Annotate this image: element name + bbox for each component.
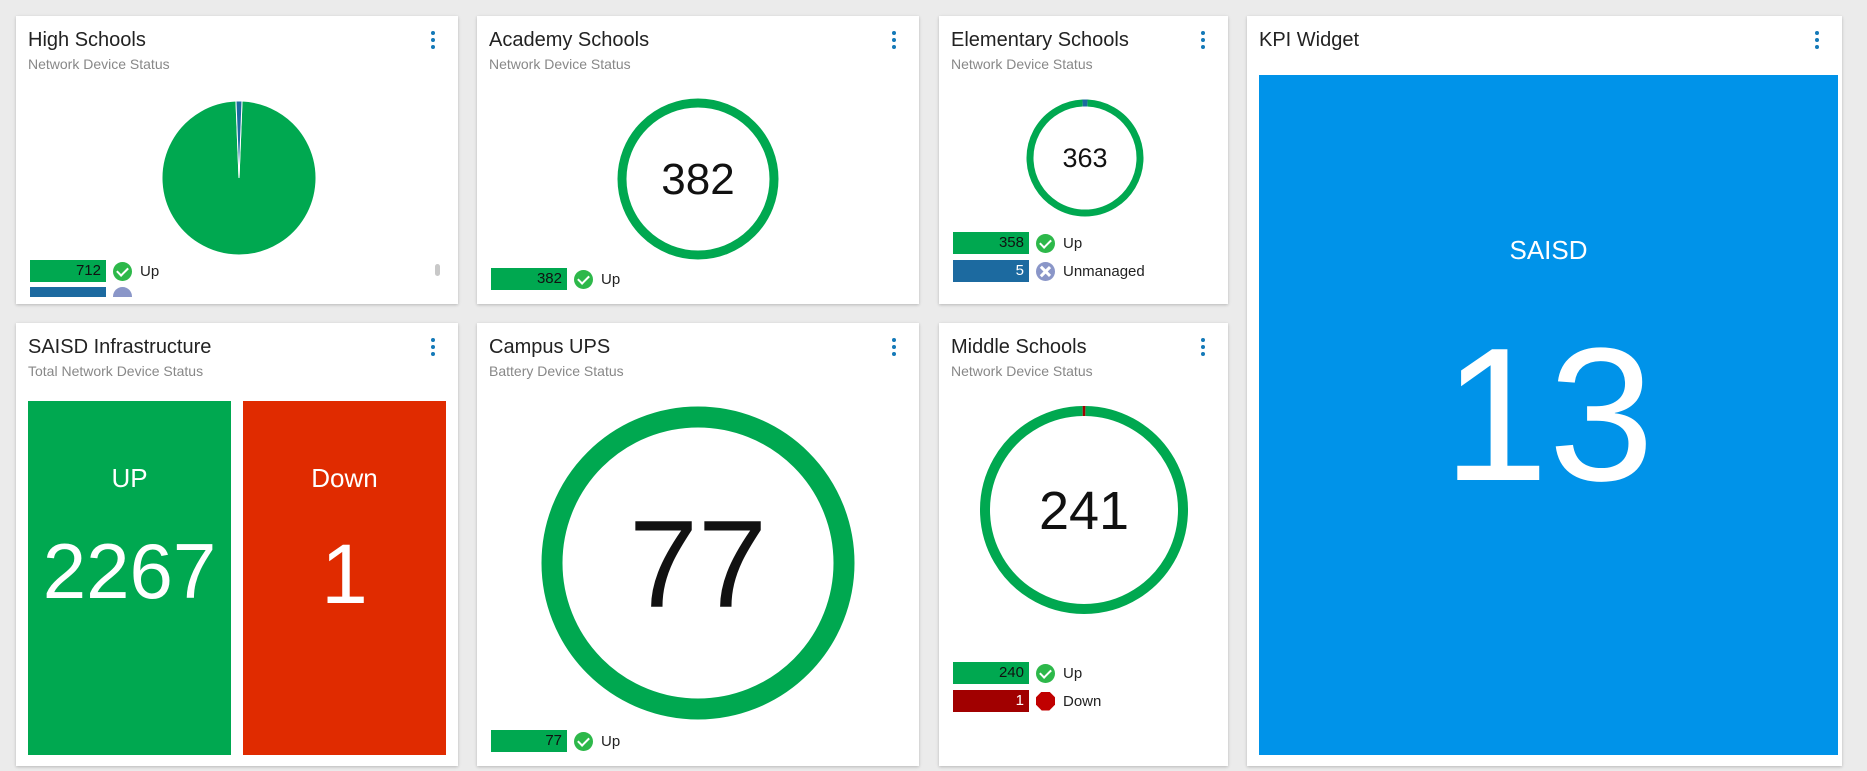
- widget-title: SAISD Infrastructure: [28, 336, 212, 358]
- legend-row-up: 77 Up: [491, 730, 620, 752]
- check-circle-icon: [1036, 233, 1055, 253]
- status-tile-up[interactable]: UP 2267: [28, 401, 231, 755]
- donut-total: 77: [629, 496, 767, 634]
- widget-subtitle: Network Device Status: [951, 363, 1093, 379]
- legend-up-label: Up: [601, 732, 621, 750]
- widget-saisd-infrastructure: SAISD Infrastructure Total Network Devic…: [16, 323, 458, 766]
- widget-title: High Schools: [28, 29, 146, 51]
- status-tile-down[interactable]: Down 1: [243, 401, 446, 755]
- legend-up-label: Up: [1063, 664, 1083, 682]
- legend-down-label: Down: [1063, 692, 1102, 710]
- middle-schools-donut-chart: 241: [980, 406, 1188, 614]
- widget-subtitle: Network Device Status: [489, 56, 631, 72]
- kpi-label: SAISD: [1509, 235, 1588, 265]
- kpi-tile[interactable]: SAISD 13: [1259, 75, 1838, 755]
- kpi-value: 13: [1442, 309, 1655, 521]
- legend-up-count: 240: [953, 662, 1029, 684]
- legend-row-up: 712 Up: [30, 260, 159, 282]
- slice-up[interactable]: [541, 406, 855, 720]
- legend-row-up: 358 Up: [953, 232, 1082, 254]
- legend-up-label: Up: [1063, 234, 1083, 252]
- widget-subtitle: Network Device Status: [951, 56, 1093, 72]
- widget-middle-schools: Middle Schools Network Device Status 241…: [939, 323, 1228, 766]
- elementary-schools-donut-chart: 363: [1026, 99, 1144, 217]
- widget-title: Academy Schools: [489, 29, 650, 51]
- widget-subtitle: Network Device Status: [28, 56, 170, 72]
- tile-label: Down: [311, 463, 378, 493]
- tile-value: 2267: [42, 527, 217, 615]
- widget-title: Elementary Schools: [951, 29, 1129, 51]
- check-circle-icon: [113, 261, 132, 281]
- widget-high-schools: High Schools Network Device Status 712 U…: [16, 16, 458, 304]
- legend-up-count: 712: [30, 260, 106, 282]
- widget-title: Campus UPS: [489, 336, 611, 358]
- high-schools-pie-chart: [161, 100, 317, 256]
- check-circle-icon: [574, 731, 593, 751]
- legend-row-up: 240 Up: [953, 662, 1082, 684]
- widget-subtitle: Battery Device Status: [489, 363, 624, 379]
- legend-up-label: Up: [601, 270, 621, 288]
- widget-title: Middle Schools: [951, 336, 1087, 358]
- legend-row-unmanaged: 5 Unmanaged: [953, 260, 1145, 282]
- more-options-icon[interactable]: [891, 31, 897, 53]
- stop-octagon-icon: [1036, 691, 1055, 711]
- more-options-icon[interactable]: [430, 31, 436, 53]
- academy-schools-donut-chart: 382: [617, 98, 779, 260]
- widget-title: KPI Widget: [1259, 29, 1360, 51]
- legend-row-down: 1 Down: [953, 690, 1101, 712]
- more-options-icon[interactable]: [1200, 338, 1206, 360]
- donut-total: 382: [661, 155, 734, 204]
- check-circle-icon: [574, 269, 593, 289]
- donut-total: 363: [1062, 143, 1107, 173]
- slice-up[interactable]: [161, 100, 317, 256]
- scrollbar-thumb[interactable]: [435, 264, 440, 276]
- more-options-icon[interactable]: [891, 338, 897, 360]
- legend-up-count: 77: [491, 730, 567, 752]
- x-circle-icon: [113, 287, 132, 297]
- legend-unmanaged-label: Unmanaged: [1063, 262, 1145, 280]
- widget-subtitle: Total Network Device Status: [28, 363, 204, 379]
- tile-label: UP: [111, 463, 148, 493]
- widget-academy-schools: Academy Schools Network Device Status 38…: [477, 16, 919, 304]
- legend-up-label: Up: [140, 262, 160, 280]
- donut-total: 241: [1039, 481, 1129, 541]
- more-options-icon[interactable]: [1814, 31, 1820, 53]
- legend-down-count: 1: [953, 690, 1029, 712]
- legend-row-up: 382 Up: [491, 268, 620, 290]
- slice-unmanaged[interactable]: [235, 100, 243, 179]
- more-options-icon[interactable]: [1200, 31, 1206, 53]
- campus-ups-donut-chart: 77: [541, 406, 855, 720]
- legend-up-count: 382: [491, 268, 567, 290]
- slice-up[interactable]: [617, 98, 779, 260]
- legend-row-unmanaged-partial: [30, 287, 106, 297]
- legend-up-count: 358: [953, 232, 1029, 254]
- widget-campus-ups: Campus UPS Battery Device Status 77 77 U…: [477, 323, 919, 766]
- more-options-icon[interactable]: [430, 338, 436, 360]
- x-circle-icon: [1036, 261, 1055, 281]
- widget-kpi: KPI Widget SAISD 13: [1247, 16, 1842, 766]
- slice-up[interactable]: [1026, 99, 1144, 217]
- widget-elementary-schools: Elementary Schools Network Device Status…: [939, 16, 1228, 304]
- slice-up[interactable]: [980, 406, 1188, 614]
- legend-unmanaged-count: 5: [953, 260, 1029, 282]
- check-circle-icon: [1036, 663, 1055, 683]
- tile-value: 1: [321, 527, 368, 621]
